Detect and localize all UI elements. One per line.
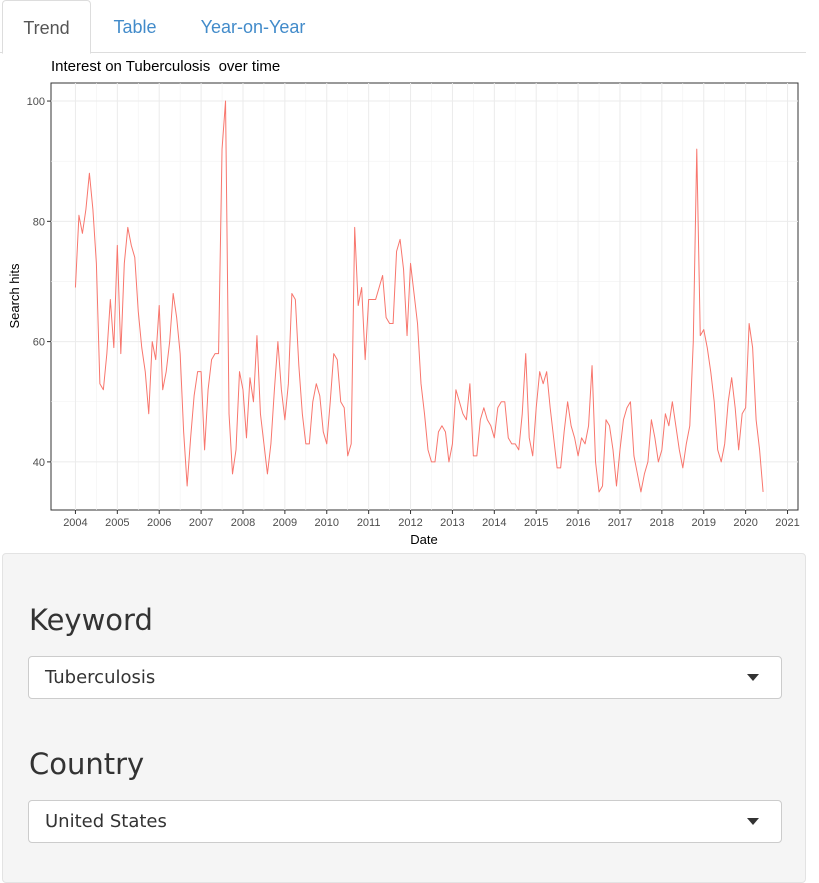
x-tick-label: 2012: [398, 517, 422, 529]
y-axis: 40 60 80 100: [27, 96, 51, 469]
series-group: [74, 100, 764, 493]
tab-trend[interactable]: Trend: [2, 0, 91, 54]
chevron-down-icon: [747, 674, 759, 681]
y-tick-label: 80: [33, 216, 45, 228]
x-tick-label: 2007: [189, 517, 213, 529]
x-tick-label: 2021: [775, 517, 799, 529]
keyword-label: Keyword: [29, 603, 153, 637]
country-select-value: United States: [45, 811, 167, 832]
country-select[interactable]: United States: [28, 800, 782, 843]
country-label: Country: [29, 747, 145, 781]
x-tick-label: 2017: [608, 517, 632, 529]
y-tick-label: 60: [33, 337, 45, 349]
x-tick-label: 2013: [440, 517, 464, 529]
x-axis: 2004 2005 2006 2007 2008 2009 2010 2011 2012 2013…: [63, 510, 800, 529]
x-tick-label: 2008: [231, 517, 255, 529]
tab-bar: Trend Table Year-on-Year: [0, 0, 806, 54]
x-tick-label: 2004: [63, 517, 87, 529]
grid-lines: [51, 83, 798, 510]
keyword-select-value: Tuberculosis: [45, 667, 156, 688]
controls-panel: Keyword Tuberculosis Country United Stat…: [2, 553, 806, 883]
x-tick-label: 2018: [650, 517, 674, 529]
x-tick-label: 2015: [524, 517, 548, 529]
tab-year-on-year[interactable]: Year-on-Year: [200, 17, 306, 37]
keyword-select[interactable]: Tuberculosis: [28, 656, 782, 699]
y-axis-title: Search hits: [7, 263, 22, 329]
y-tick-label: 40: [33, 457, 45, 469]
x-tick-label: 2010: [315, 517, 339, 529]
x-tick-label: 2014: [482, 517, 506, 529]
tab-table[interactable]: Table: [113, 17, 157, 37]
plot-panel: [50, 82, 799, 511]
x-tick-label: 2016: [566, 517, 590, 529]
x-tick-label: 2019: [692, 517, 716, 529]
chart-title: Interest on Tuberculosis over time: [51, 58, 281, 75]
x-tick-label: 2020: [733, 517, 757, 529]
x-tick-label: 2011: [357, 517, 381, 529]
series-line: [74, 100, 764, 493]
x-tick-label: 2009: [273, 517, 297, 529]
x-tick-label: 2006: [147, 517, 171, 529]
chevron-down-icon: [747, 818, 759, 825]
x-axis-title: Date: [410, 532, 437, 547]
y-tick-label: 100: [27, 96, 45, 108]
trend-chart: 2004 2005 2006 2007 2008 2009 2010 2011 2012 2013…: [7, 82, 800, 547]
x-tick-label: 2005: [105, 517, 129, 529]
